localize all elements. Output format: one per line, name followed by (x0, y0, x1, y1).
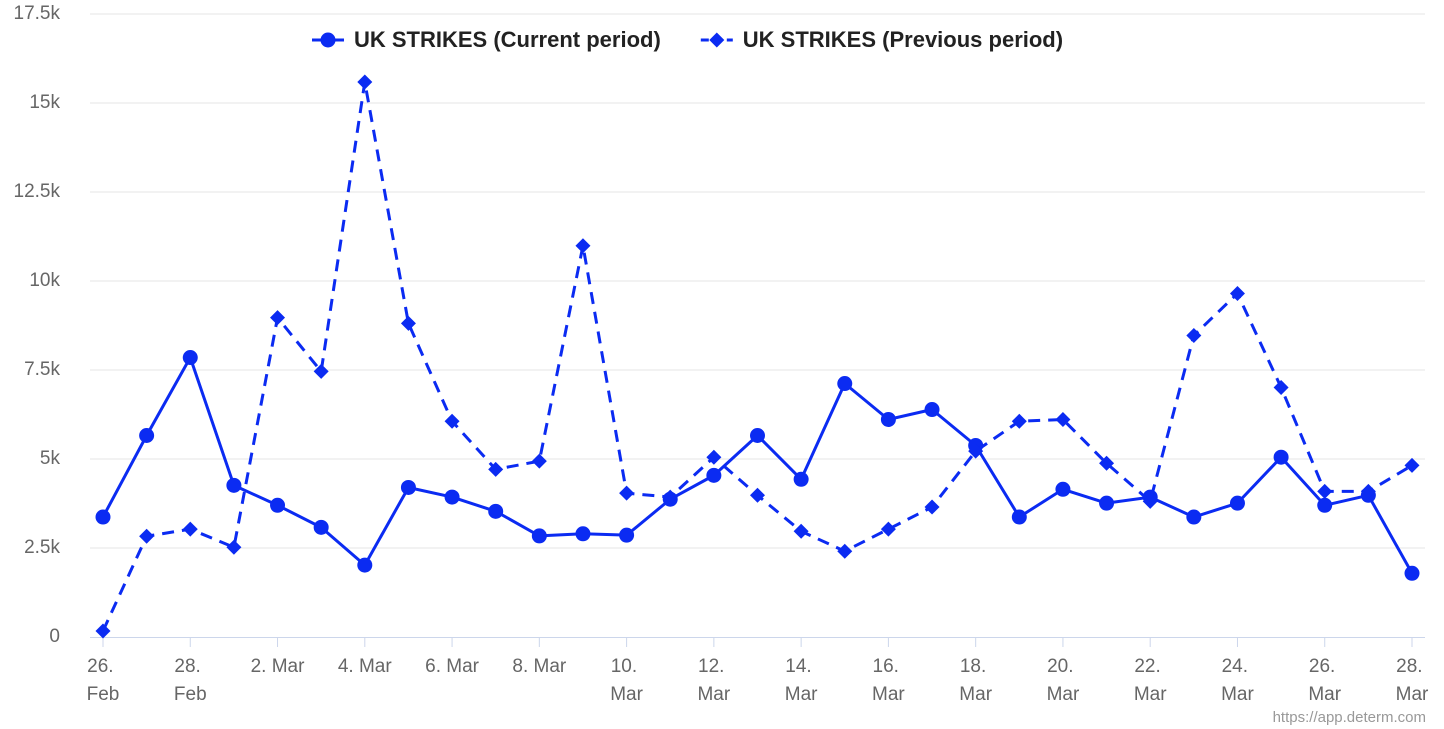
y-tick-label: 10k (29, 270, 60, 291)
y-tick-label: 12.5k (14, 181, 61, 202)
point (793, 471, 809, 487)
x-tick-label: 6. Mar (425, 656, 480, 677)
point (1317, 497, 1333, 513)
point (1055, 481, 1071, 497)
x-tick-label: 18. Mar (959, 656, 992, 705)
point (662, 489, 678, 505)
x-tick-label: 12. Mar (697, 656, 730, 705)
point (313, 519, 329, 535)
series-line (101, 356, 1414, 575)
y-tick-label: 2.5k (24, 537, 60, 558)
y-tick-label: 17.5k (14, 3, 61, 24)
point (750, 487, 765, 503)
point (837, 543, 853, 559)
legend-symbol (320, 32, 336, 48)
point (1229, 285, 1245, 301)
point (488, 461, 504, 477)
point (1099, 495, 1115, 511)
legend-label: UK STRIKES (Previous period) (743, 27, 1063, 52)
y-tick-label: 0 (49, 626, 60, 647)
point (226, 477, 242, 493)
point (270, 497, 286, 513)
point (357, 74, 373, 90)
point (1142, 493, 1158, 509)
point (750, 428, 765, 444)
point (793, 523, 809, 539)
x-tick-label: 14. Mar (785, 656, 818, 705)
point (357, 557, 373, 573)
point (139, 428, 155, 444)
point (531, 453, 547, 469)
point (444, 489, 460, 505)
point (1360, 483, 1376, 499)
legend-item: UK STRIKES (Current period) (312, 27, 661, 52)
point (270, 310, 286, 326)
x-tick-label: 26. Feb (87, 656, 120, 705)
point (1055, 411, 1071, 427)
point (968, 443, 984, 459)
point (1317, 483, 1333, 499)
x-tick-label: 26. Mar (1308, 656, 1341, 705)
point (575, 526, 591, 542)
point (924, 499, 940, 515)
point (444, 413, 460, 429)
legend: UK STRIKES (Current period) UK STRIKES (P… (312, 27, 1063, 52)
point (1273, 379, 1289, 395)
point (313, 363, 329, 379)
point (226, 539, 242, 555)
legend-symbol (709, 32, 725, 48)
x-tick-label: 20. Mar (1047, 656, 1080, 705)
point (182, 350, 198, 366)
point (619, 527, 635, 543)
y-tick-label: 15k (29, 92, 60, 113)
y-tick-label: 7.5k (24, 359, 60, 380)
x-tick-label: 28. Feb (174, 656, 207, 705)
point (880, 521, 896, 537)
point (400, 315, 416, 331)
point (139, 528, 155, 544)
point (1229, 495, 1245, 511)
x-tick-label: 28. Mar (1396, 656, 1429, 705)
x-tick-label: 2. Mar (251, 656, 306, 677)
point (880, 411, 896, 427)
point (531, 528, 547, 544)
point (924, 402, 940, 418)
x-tick-label: 4. Mar (338, 656, 393, 677)
point (182, 521, 198, 537)
credit: https://app.determ.com (1273, 709, 1426, 726)
point (1186, 509, 1202, 525)
point (488, 503, 504, 519)
series-line (101, 80, 1413, 632)
point (1404, 565, 1420, 581)
x-tick-label: 22. Mar (1134, 656, 1167, 705)
point (1186, 327, 1202, 343)
x-tick-label: 10. Mar (610, 656, 643, 705)
point (400, 479, 416, 495)
legend-label: UK STRIKES (Current period) (354, 27, 661, 52)
legend-item: UK STRIKES (Previous period) (700, 27, 1063, 52)
x-tick-label: 8. Mar (512, 656, 567, 677)
point (95, 509, 111, 525)
point (1404, 457, 1420, 473)
point (1273, 449, 1289, 465)
point (1099, 455, 1115, 471)
x-tick-label: 24. Mar (1221, 656, 1254, 705)
point (1011, 509, 1027, 525)
point (619, 485, 635, 501)
x-tick-label: 16. Mar (872, 656, 905, 705)
point (95, 623, 111, 639)
point (837, 376, 853, 392)
point (1011, 413, 1027, 429)
y-tick-label: 5k (40, 448, 61, 469)
point (575, 238, 591, 254)
point (706, 467, 722, 483)
point (706, 449, 722, 465)
